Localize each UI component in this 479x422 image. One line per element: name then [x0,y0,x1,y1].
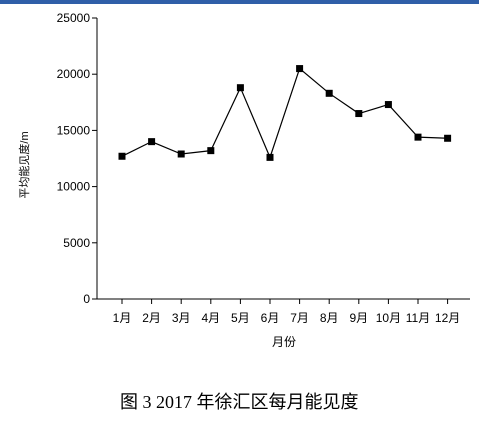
x-tick-label: 12月 [435,311,460,325]
x-tick-label: 10月 [376,311,401,325]
x-axis-label: 月份 [272,335,296,349]
marker [414,133,422,141]
x-tick-label: 1月 [113,311,132,325]
caption: 图 3 2017 年徐汇区每月能见度 [120,392,359,412]
y-tick-label: 5000 [63,236,90,250]
marker [266,153,274,161]
marker [236,84,244,92]
x-tick-label: 5月 [231,311,250,325]
marker [355,110,363,118]
marker [148,138,156,146]
x-tick-label: 3月 [172,311,191,325]
y-tick-label: 0 [83,292,90,306]
y-tick-label: 15000 [57,123,91,137]
line [121,67,448,160]
x-tick-label: 9月 [349,311,368,325]
x-tick-label: 6月 [261,311,280,325]
y-tick-label: 25000 [57,11,91,25]
marker [207,147,215,155]
marker [177,150,185,158]
x-tick-label: 4月 [201,311,220,325]
y-axis-label: 平均能见度/m [17,131,31,198]
marker [296,65,304,73]
x-tick-label: 11月 [406,311,430,325]
x-tick-label: 8月 [320,311,339,325]
marker [325,89,333,97]
y-tick-label: 20000 [57,67,91,81]
top-strip [0,0,479,4]
marker [118,152,126,160]
x-tick-label: 2月 [142,311,161,325]
x-tick-label: 7月 [290,311,309,325]
marker [384,101,392,109]
y-tick-label: 10000 [57,180,91,194]
marker [444,134,452,142]
